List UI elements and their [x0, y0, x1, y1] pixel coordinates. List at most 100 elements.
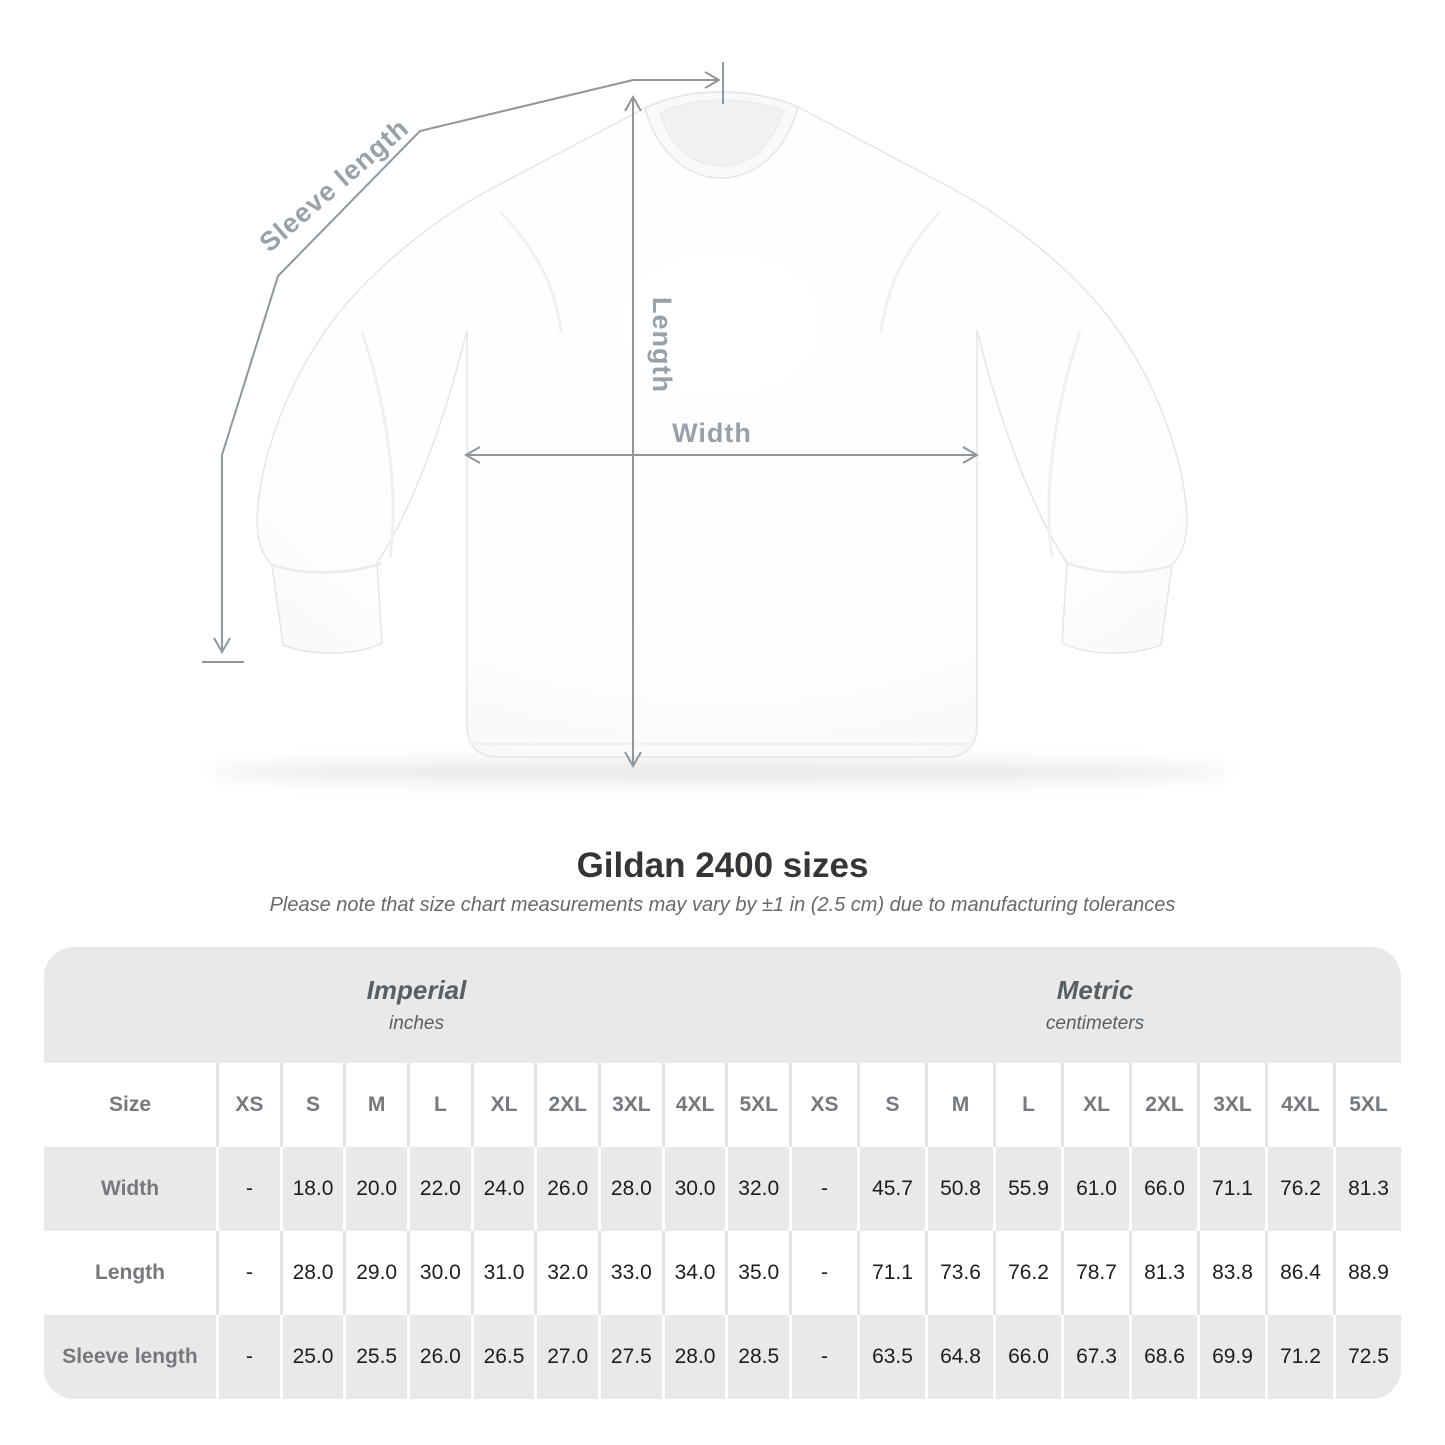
shirt-illustration	[256, 91, 1188, 758]
size-col-header: 2XL	[1129, 1063, 1197, 1147]
collar	[644, 91, 799, 179]
size-col-header: 4XL	[1265, 1063, 1333, 1147]
table-cell: 24.0	[470, 1147, 535, 1231]
table-cell: 28.0	[279, 1231, 344, 1315]
size-col-header: 3XL	[1197, 1063, 1265, 1147]
row-label: Length	[95, 1261, 165, 1284]
table-cell: 32.0	[534, 1231, 598, 1315]
table-cell: 66.0	[993, 1315, 1061, 1399]
table-cell: 71.2	[1265, 1315, 1333, 1399]
size-col-header: 4XL	[661, 1063, 726, 1147]
size-col-header: S	[279, 1063, 344, 1147]
table-cell: 26.5	[470, 1315, 535, 1399]
size-col-header: 2XL	[534, 1063, 598, 1147]
table-cell: 66.0	[1129, 1147, 1197, 1231]
table-cell: 67.3	[1061, 1315, 1129, 1399]
table-cell: 33.0	[598, 1231, 662, 1315]
table-cell: 26.0	[534, 1147, 598, 1231]
table-cell: -	[789, 1231, 857, 1315]
table-cell: 28.0	[598, 1147, 662, 1231]
table-cell: 55.9	[993, 1147, 1061, 1231]
table-cell: 76.2	[1265, 1147, 1333, 1231]
row-label: Sleeve length	[62, 1345, 198, 1368]
table-row-sizes: Size XS S M L XL 2XL 3XL 4XL 5XL XS S M …	[44, 1063, 1401, 1147]
size-col-header: 5XL	[725, 1063, 789, 1147]
table-cell: 86.4	[1265, 1231, 1333, 1315]
table-row-width: Width - 18.0 20.0 22.0 24.0 26.0 28.0 30…	[44, 1147, 1401, 1231]
table-cell: 61.0	[1061, 1147, 1129, 1231]
table-cell: 35.0	[725, 1231, 789, 1315]
table-cell: 73.6	[925, 1231, 993, 1315]
table-cell: -	[216, 1147, 280, 1231]
table-cell: 31.0	[470, 1231, 535, 1315]
table-cell: 72.5	[1333, 1315, 1401, 1399]
imperial-values: - 28.0 29.0 30.0 31.0 32.0 33.0 34.0 35.…	[216, 1231, 789, 1315]
width-label: Width	[672, 418, 752, 448]
table-cell: 18.0	[279, 1147, 344, 1231]
table-cell: 20.0	[343, 1147, 407, 1231]
size-col-header: L	[407, 1063, 471, 1147]
metric-subtitle: centimeters	[1045, 1013, 1145, 1034]
size-col-header: XL	[1061, 1063, 1129, 1147]
table-cell: 71.1	[857, 1231, 925, 1315]
table-cell: 50.8	[925, 1147, 993, 1231]
imperial-title: Imperial	[366, 975, 467, 1005]
table-cell: 25.5	[343, 1315, 407, 1399]
shirt-measurement-diagram: Sleeve length Length Width	[202, 62, 1230, 784]
size-column-header: Size	[108, 1093, 152, 1116]
size-col-header: XL	[470, 1063, 535, 1147]
length-arrow	[624, 94, 642, 769]
table-cell: 32.0	[725, 1147, 789, 1231]
length-label: Length	[647, 297, 677, 393]
table-cell: 25.0	[279, 1315, 344, 1399]
table-cell: 28.5	[725, 1315, 789, 1399]
tolerance-note: Please note that size chart measurements…	[269, 894, 1176, 916]
table-cell: 71.1	[1197, 1147, 1265, 1231]
table-cell: 69.9	[1197, 1315, 1265, 1399]
table-cell: 27.0	[534, 1315, 598, 1399]
page-title: Gildan 2400 sizes	[576, 846, 869, 885]
table-cell: -	[216, 1315, 280, 1399]
size-col-header: XS	[216, 1063, 280, 1147]
size-col-header: L	[993, 1063, 1061, 1147]
table-cell: -	[789, 1315, 857, 1399]
metric-values: - 45.7 50.8 55.9 61.0 66.0 71.1 76.2 81.…	[789, 1147, 1401, 1231]
imperial-subtitle: inches	[389, 1013, 444, 1034]
table-cell: 76.2	[993, 1231, 1061, 1315]
metric-size-headers: XS S M L XL 2XL 3XL 4XL 5XL	[789, 1063, 1401, 1147]
metric-values: - 63.5 64.8 66.0 67.3 68.6 69.9 71.2 72.…	[789, 1315, 1401, 1399]
table-cell: 27.5	[598, 1315, 662, 1399]
imperial-values: - 25.0 25.5 26.0 26.5 27.0 27.5 28.0 28.…	[216, 1315, 789, 1399]
size-col-header: M	[343, 1063, 407, 1147]
table-cell: 34.0	[661, 1231, 726, 1315]
imperial-size-headers: XS S M L XL 2XL 3XL 4XL 5XL	[216, 1063, 789, 1147]
metric-header: Metric centimeters	[789, 947, 1401, 1063]
unit-header-band: Imperial inches Metric centimeters	[44, 947, 1401, 1063]
row-label: Width	[100, 1177, 160, 1200]
sleeve-length-label: Sleeve length	[254, 113, 415, 258]
table-cell: -	[216, 1231, 280, 1315]
metric-title: Metric	[1056, 975, 1134, 1005]
table-cell: 28.0	[661, 1315, 726, 1399]
size-col-header: 5XL	[1333, 1063, 1401, 1147]
size-table: Imperial inches Metric centimeters Size …	[44, 947, 1401, 1399]
table-cell: 63.5	[857, 1315, 925, 1399]
table-row-sleeve-length: Sleeve length - 25.0 25.5 26.0 26.5 27.0…	[44, 1315, 1401, 1399]
table-cell: 22.0	[407, 1147, 471, 1231]
table-cell: 81.3	[1333, 1147, 1401, 1231]
table-cell: 26.0	[407, 1315, 471, 1399]
width-arrow	[463, 446, 980, 464]
sleeve-length-arrow	[202, 62, 724, 663]
table-cell: 68.6	[1129, 1315, 1197, 1399]
table-cell: 30.0	[407, 1231, 471, 1315]
imperial-values: - 18.0 20.0 22.0 24.0 26.0 28.0 30.0 32.…	[216, 1147, 789, 1231]
cuff-seam	[271, 561, 383, 574]
cuff-seam	[1066, 561, 1173, 574]
table-cell: 64.8	[925, 1315, 993, 1399]
size-col-header: M	[925, 1063, 993, 1147]
table-cell: 45.7	[857, 1147, 925, 1231]
size-col-header: 3XL	[598, 1063, 662, 1147]
table-cell: 81.3	[1129, 1231, 1197, 1315]
size-col-header: S	[857, 1063, 925, 1147]
table-cell: 83.8	[1197, 1231, 1265, 1315]
